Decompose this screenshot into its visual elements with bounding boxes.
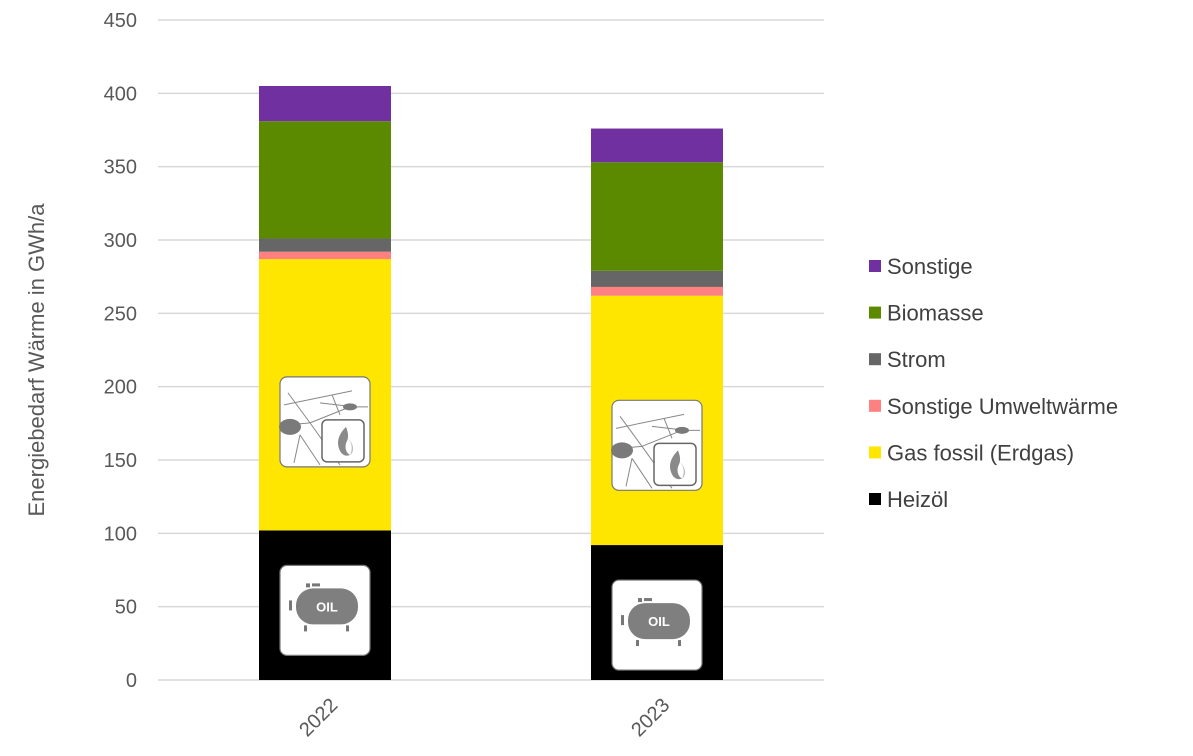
legend-swatch xyxy=(869,446,881,459)
bar-segment-strom-2023 xyxy=(591,270,723,287)
oil-tank-icon: OIL xyxy=(279,564,371,657)
x-axis-ticks: 2022 2023 xyxy=(295,694,674,741)
y-tick-label: 150 xyxy=(104,450,137,472)
legend-label: Heizöl xyxy=(887,487,948,512)
legend-label: Sonstige Umweltwärme xyxy=(887,394,1118,419)
x-tick-label: 2023 xyxy=(627,694,674,741)
legend-swatch xyxy=(869,353,881,366)
y-tick-label: 50 xyxy=(115,597,137,619)
legend: Sonstige Biomasse Strom Sonstige Umweltwärm… xyxy=(869,254,1118,512)
gas-network-icon xyxy=(611,399,703,491)
y-tick-label: 300 xyxy=(104,230,137,252)
bar-segment-sonstige-umweltw-rme-2023 xyxy=(591,286,723,296)
legend-swatch xyxy=(869,493,881,505)
legend-label: Strom xyxy=(887,347,946,372)
bar-segment-biomasse-2022 xyxy=(259,121,391,239)
bar-icons: OIL OIL xyxy=(279,376,703,671)
legend-swatch xyxy=(869,399,881,412)
legend-label: Gas fossil (Erdgas) xyxy=(887,440,1074,465)
bar-segment-sonstige-2022 xyxy=(259,86,391,122)
legend-label: Sonstige xyxy=(887,254,973,279)
y-tick-label: 100 xyxy=(104,523,137,545)
y-axis-ticks: 0 50 100 150 200 250 300 350 400 450 xyxy=(104,10,137,692)
x-tick-label: 2022 xyxy=(295,694,342,741)
y-tick-label: 450 xyxy=(104,10,137,32)
y-tick-label: 400 xyxy=(104,83,137,105)
legend-swatch xyxy=(869,306,881,319)
legend-label: Biomasse xyxy=(887,301,984,326)
legend-swatch xyxy=(869,260,881,272)
gas-network-icon xyxy=(279,376,371,468)
bar-segment-sonstige-2023 xyxy=(591,128,723,163)
oil-icon-label: OIL xyxy=(648,614,670,629)
y-axis-label: Energiebedarf Wärme in GWh/a xyxy=(24,203,49,517)
bar-segment-sonstige-umweltw-rme-2022 xyxy=(259,251,391,260)
y-tick-label: 0 xyxy=(126,670,137,692)
gridlines xyxy=(158,19,824,681)
oil-icon-label: OIL xyxy=(316,599,338,614)
y-tick-label: 200 xyxy=(104,377,137,399)
oil-tank-icon: OIL xyxy=(611,579,703,671)
bar-segment-strom-2022 xyxy=(259,238,391,252)
bar-segment-biomasse-2023 xyxy=(591,162,723,271)
y-tick-label: 350 xyxy=(104,157,137,179)
y-tick-label: 250 xyxy=(104,303,137,325)
